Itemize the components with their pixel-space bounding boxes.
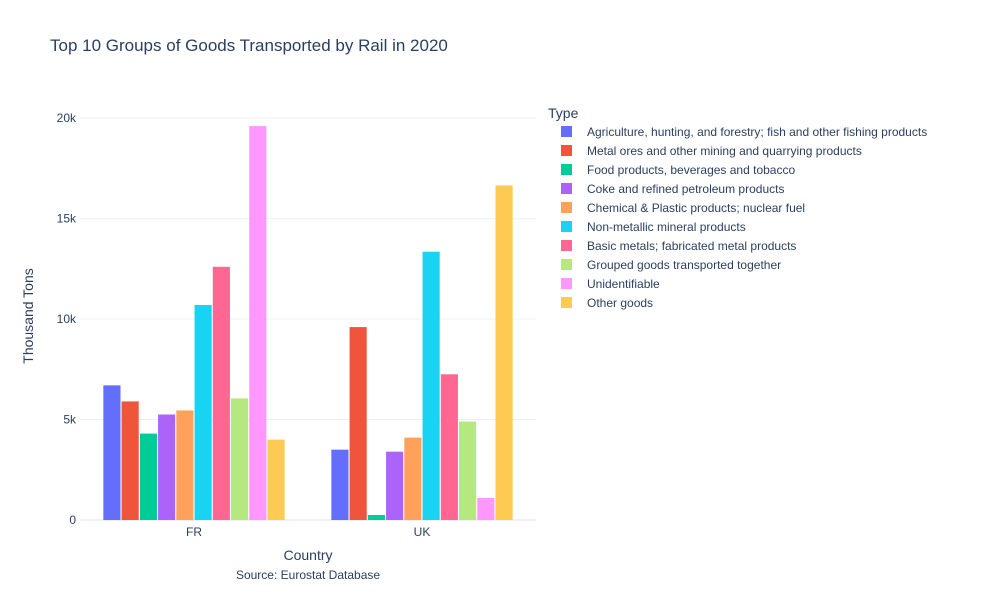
y-tick-label: 15k bbox=[57, 212, 77, 226]
bar bbox=[349, 327, 367, 520]
y-axis-title: Thousand Tons bbox=[20, 268, 36, 363]
bar bbox=[477, 497, 495, 520]
legend-item-label: Basic metals; fabricated metal products bbox=[587, 239, 796, 253]
bar bbox=[267, 439, 285, 520]
legend-swatch bbox=[561, 164, 572, 175]
legend-swatch bbox=[561, 278, 572, 289]
legend-item-label: Coke and refined petroleum products bbox=[587, 182, 784, 196]
legend-item-label: Metal ores and other mining and quarryin… bbox=[587, 144, 862, 158]
legend-item-label: Agriculture, hunting, and forestry; fish… bbox=[587, 125, 927, 139]
legend-swatch bbox=[561, 145, 572, 156]
bar bbox=[422, 251, 440, 521]
x-tick-label: FR bbox=[186, 525, 202, 539]
bar bbox=[386, 451, 404, 520]
y-axis-ticks: 0 5k 10k 15k 20k bbox=[57, 111, 77, 527]
legend-item-label: Non-metallic mineral products bbox=[587, 220, 746, 234]
legend-item-label: Food products, beverages and tobacco bbox=[587, 163, 795, 177]
bar bbox=[103, 385, 121, 520]
bar bbox=[367, 514, 385, 520]
legend-swatch bbox=[561, 297, 572, 308]
legend: Type Agriculture, hunting, and forestry;… bbox=[548, 105, 927, 310]
legend-swatch bbox=[561, 126, 572, 137]
bar bbox=[158, 414, 176, 520]
legend-swatch bbox=[561, 240, 572, 251]
y-tick-label: 20k bbox=[57, 111, 77, 125]
y-tick-label: 0 bbox=[69, 513, 76, 527]
legend-title: Type bbox=[548, 105, 579, 121]
x-axis-title: Country bbox=[283, 547, 332, 563]
bar bbox=[139, 433, 157, 520]
bar bbox=[495, 185, 513, 521]
bar bbox=[194, 304, 212, 520]
legend-swatch bbox=[561, 202, 572, 213]
legend-swatch bbox=[561, 221, 572, 232]
y-tick-label: 10k bbox=[57, 312, 77, 326]
x-tick-label: UK bbox=[414, 525, 431, 539]
legend-item-label: Unidentifiable bbox=[587, 277, 660, 291]
legend-swatch bbox=[561, 183, 572, 194]
legend-swatch bbox=[561, 259, 572, 270]
bar bbox=[121, 401, 139, 520]
legend-item-label: Other goods bbox=[587, 296, 653, 310]
chart-title: Top 10 Groups of Goods Transported by Ra… bbox=[50, 36, 448, 55]
legend-item-label: Chemical & Plastic products; nuclear fue… bbox=[587, 201, 805, 215]
y-tick-label: 5k bbox=[63, 413, 77, 427]
bar bbox=[176, 410, 194, 520]
bar bbox=[231, 398, 249, 520]
source-note: Source: Eurostat Database bbox=[236, 568, 380, 582]
legend-item-label: Grouped goods transported together bbox=[587, 258, 781, 272]
bar bbox=[331, 449, 349, 520]
bar bbox=[212, 266, 230, 520]
bar bbox=[440, 374, 458, 520]
bars bbox=[103, 126, 513, 521]
bar bbox=[459, 421, 477, 520]
bar bbox=[249, 126, 267, 521]
x-axis-ticks: FR UK bbox=[186, 525, 430, 539]
bar bbox=[404, 437, 422, 520]
